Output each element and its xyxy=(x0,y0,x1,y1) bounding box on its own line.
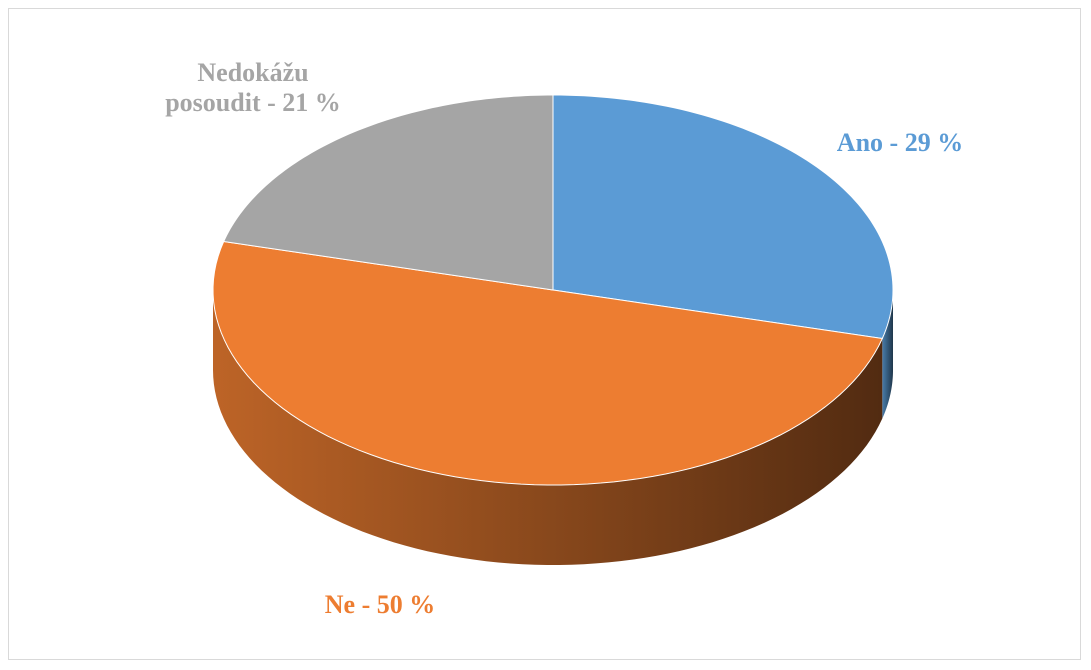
data-label: Nedokážu posoudit - 21 % xyxy=(165,58,341,117)
data-label: Ano - 29 % xyxy=(836,128,964,157)
pie-slice xyxy=(552,94,894,340)
pie-slice-side xyxy=(882,290,893,419)
pie-slice xyxy=(222,94,554,291)
data-label: Ne - 50 % xyxy=(324,590,436,619)
pie-slice xyxy=(212,240,884,486)
pie-slice-side xyxy=(213,290,883,565)
chart-frame xyxy=(8,8,1081,660)
